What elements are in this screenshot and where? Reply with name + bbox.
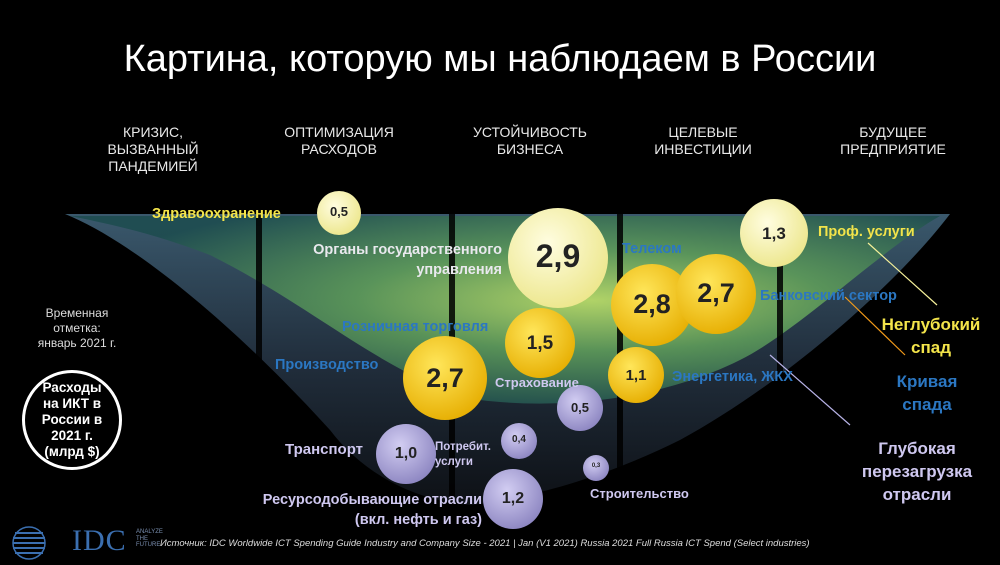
label-healthcare: Здравоохранение: [152, 206, 281, 222]
bubble-value-insurance: 0,5: [570, 400, 590, 415]
label-resources: Ресурсодобывающие отрасли (вкл. нефть и …: [262, 492, 482, 528]
bubble-telecom: [611, 264, 693, 346]
bubble-value-government: 2,9: [535, 238, 581, 274]
bubble-prof-services: [740, 199, 808, 267]
bubble-energy: [608, 347, 664, 403]
legend-deep: Глубокая перезагрузка отрасли: [861, 439, 973, 504]
bubble-value-prof-services: 1,3: [762, 224, 786, 243]
phase-header-resilience: УСТОЙЧИВОСТЬ БИЗНЕСА: [473, 124, 587, 157]
bubble-value-construction: 0,3: [591, 463, 601, 469]
label-manufacturing: Производство: [275, 357, 379, 373]
bubble-banking: [676, 254, 756, 334]
label-consumer-services: Потребит. услуги: [435, 441, 491, 468]
bubble-value-resources: 1,2: [501, 490, 525, 507]
bubble-government: [508, 208, 608, 308]
label-transport: Транспорт: [285, 441, 364, 458]
idc-logo-text: IDC: [72, 524, 127, 557]
total-spend-badge: Расходы на ИКТ в России в 2021 г. (млрд …: [22, 370, 122, 470]
bubble-value-retail: 1,5: [526, 333, 554, 354]
phase-header-future: БУДУЩЕЕ ПРЕДПРИЯТИЕ: [840, 124, 946, 157]
phase-header-optimization: ОПТИМИЗАЦИЯ РАСХОДОВ: [284, 124, 394, 157]
bubble-value-energy: 1,1: [625, 367, 647, 384]
bubble-insurance: [557, 385, 603, 431]
bubble-resources: [483, 469, 543, 529]
bubble-consumer-services: [501, 423, 537, 459]
legend-shallow: Неглубокий спад: [881, 315, 981, 357]
label-telecom: Телеком: [622, 241, 682, 257]
idc-globe-icon: [12, 526, 46, 560]
label-construction: Строительство: [590, 486, 689, 501]
bubble-value-consumer-services: 0,4: [512, 434, 526, 445]
phase-header-investment: ЦЕЛЕВЫЕ ИНВЕСТИЦИИ: [654, 124, 752, 157]
label-prof-services: Проф. услуги: [818, 224, 915, 240]
label-government: Органы государственного управления: [313, 242, 502, 278]
phase-header-crisis: КРИЗИС, ВЫЗВАННЫЙ ПАНДЕМИЕЙ: [107, 124, 199, 174]
bubble-healthcare: [317, 191, 361, 235]
bubble-value-banking: 2,7: [697, 278, 735, 308]
timestamp-note: Временная отметка: январь 2021 г.: [37, 306, 117, 350]
page-title: Картина, которую мы наблюдаем в России: [123, 38, 877, 80]
bubble-construction: [583, 455, 609, 481]
label-insurance: Страхование: [495, 375, 579, 390]
bubble-value-healthcare: 0,5: [329, 204, 349, 219]
bubble-retail: [505, 308, 575, 378]
bubble-transport: [376, 424, 436, 484]
label-energy: Энергетика, ЖКХ: [672, 369, 793, 385]
bubble-value-telecom: 2,8: [633, 289, 671, 319]
bubble-value-manufacturing: 2,7: [426, 363, 464, 393]
bubble-value-transport: 1,0: [394, 445, 418, 462]
legend-curve: Кривая спада: [896, 372, 958, 414]
label-retail: Розничная торговля: [342, 319, 489, 335]
bubble-manufacturing: [403, 336, 487, 420]
label-banking: Банковский сектор: [760, 288, 897, 304]
source-footnote: Источник: IDC Worldwide ICT Spending Gui…: [160, 538, 810, 549]
idc-tagline: ANALYZE THE FUTURE: [136, 529, 163, 548]
